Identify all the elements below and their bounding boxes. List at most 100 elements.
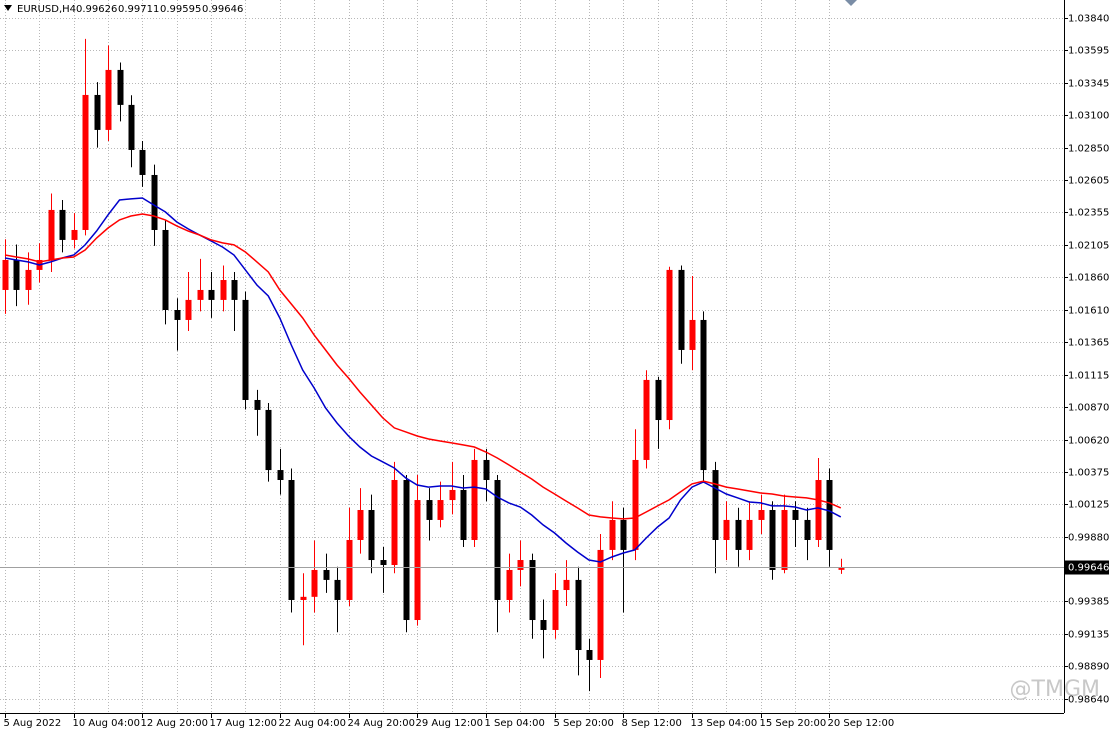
candle-body bbox=[117, 69, 124, 105]
candle-body bbox=[529, 560, 536, 621]
candle-body bbox=[426, 500, 433, 520]
candle-body bbox=[460, 489, 467, 540]
y-tick-label: 1.03345 bbox=[1068, 79, 1109, 90]
candle-body bbox=[71, 229, 78, 240]
x-tick-label: 13 Sep 04:00 bbox=[691, 718, 758, 729]
candle-body bbox=[128, 104, 135, 150]
candle-body bbox=[804, 519, 811, 540]
price-label-box bbox=[1065, 560, 1109, 575]
candle-body bbox=[105, 69, 112, 130]
candle-body bbox=[769, 509, 776, 570]
candle-body bbox=[586, 650, 593, 660]
candle-body bbox=[208, 289, 215, 300]
candle-body bbox=[735, 519, 742, 550]
candle-body bbox=[494, 480, 501, 600]
menu-icon[interactable] bbox=[4, 5, 12, 11]
y-tick-label: 0.98640 bbox=[1068, 695, 1109, 706]
y-tick-label: 1.00620 bbox=[1068, 436, 1109, 447]
y-tick-label: 1.02605 bbox=[1068, 176, 1109, 187]
candle-body bbox=[643, 379, 650, 460]
candle-body bbox=[334, 579, 341, 600]
candle-body bbox=[403, 480, 410, 621]
y-tick-label: 1.02105 bbox=[1068, 241, 1109, 252]
y-tick-label: 1.03595 bbox=[1068, 46, 1109, 57]
watermark: @TMGM bbox=[1010, 677, 1100, 702]
info-high: 0.99711 bbox=[118, 4, 159, 15]
candle-body bbox=[471, 459, 478, 540]
y-tick-label: 1.02850 bbox=[1068, 144, 1109, 155]
symbol-label: EURUSD,H4 bbox=[17, 4, 76, 15]
candle-body bbox=[815, 480, 822, 540]
x-tick-label: 29 Aug 12:00 bbox=[416, 718, 483, 729]
grid bbox=[0, 0, 1064, 713]
candle-body bbox=[94, 94, 101, 130]
candle-body bbox=[700, 319, 707, 471]
y-tick-label: 1.03840 bbox=[1068, 14, 1109, 25]
candle-body bbox=[838, 567, 845, 570]
price-label: 0.99646 bbox=[1068, 563, 1109, 574]
candle-body bbox=[82, 94, 89, 230]
candle-body bbox=[506, 569, 513, 600]
candle-body bbox=[597, 549, 604, 660]
candle-body bbox=[792, 509, 799, 520]
candle-body bbox=[552, 590, 559, 630]
candle-body bbox=[151, 174, 158, 230]
x-tick-label: 12 Aug 20:00 bbox=[141, 718, 208, 729]
candle-body bbox=[746, 519, 753, 550]
x-tick-label: 8 Sep 12:00 bbox=[622, 718, 682, 729]
x-tick-label: 17 Aug 12:00 bbox=[210, 718, 277, 729]
candle-body bbox=[25, 269, 32, 290]
candle-body bbox=[242, 299, 249, 400]
candle-body bbox=[689, 319, 696, 350]
y-tick-label: 1.02355 bbox=[1068, 208, 1109, 219]
moving-average bbox=[4, 197, 842, 563]
candle-body bbox=[609, 519, 616, 550]
candle-body bbox=[380, 560, 387, 566]
y-tick-label: 0.98890 bbox=[1068, 662, 1109, 673]
x-tick-label: 22 Aug 04:00 bbox=[279, 718, 346, 729]
x-tick-label: 5 Sep 20:00 bbox=[554, 718, 614, 729]
candle-body bbox=[517, 560, 524, 570]
candle-body bbox=[2, 259, 9, 290]
candle-body bbox=[712, 470, 719, 540]
candle-body bbox=[414, 500, 421, 621]
x-tick-label: 20 Sep 12:00 bbox=[828, 718, 895, 729]
plot bbox=[0, 38, 1064, 692]
y-tick-label: 1.03100 bbox=[1068, 111, 1109, 122]
candle-body bbox=[13, 259, 20, 290]
y-tick-label: 1.01365 bbox=[1068, 338, 1109, 349]
y-tick-label: 1.00870 bbox=[1068, 403, 1109, 414]
x-tick-label: 24 Aug 20:00 bbox=[348, 718, 415, 729]
candle-body bbox=[391, 480, 398, 566]
moving-average bbox=[4, 213, 842, 520]
info-low: 0.99595 bbox=[160, 4, 201, 15]
candle-body bbox=[620, 519, 627, 550]
candle-body bbox=[346, 539, 353, 600]
candle-body bbox=[758, 509, 765, 520]
candle-body bbox=[277, 470, 284, 481]
candle-body bbox=[655, 379, 662, 421]
candle-body bbox=[48, 209, 55, 260]
y-tick-label: 0.99385 bbox=[1068, 597, 1109, 608]
y-tick-label: 1.01115 bbox=[1068, 371, 1109, 382]
candle-body bbox=[197, 289, 204, 300]
candle-body bbox=[162, 229, 169, 311]
candle-body bbox=[483, 459, 490, 481]
candle-body bbox=[826, 480, 833, 550]
candle-body bbox=[563, 579, 570, 591]
candle-body bbox=[311, 569, 318, 597]
x-tick-label: 10 Aug 04:00 bbox=[73, 718, 140, 729]
candle-body bbox=[723, 519, 730, 540]
shift-marker[interactable] bbox=[845, 0, 857, 6]
candle-body bbox=[288, 480, 295, 600]
candle-body bbox=[174, 310, 181, 320]
y-tick-label: 1.00375 bbox=[1068, 468, 1109, 479]
candle-body bbox=[265, 409, 272, 471]
y-tick-label: 1.01610 bbox=[1068, 306, 1109, 317]
candle-body bbox=[632, 459, 639, 550]
y-tick-label: 0.99880 bbox=[1068, 533, 1109, 544]
candle-body bbox=[139, 149, 146, 175]
x-tick-label: 15 Sep 20:00 bbox=[760, 718, 827, 729]
info-open: 0.99626 bbox=[76, 4, 117, 15]
